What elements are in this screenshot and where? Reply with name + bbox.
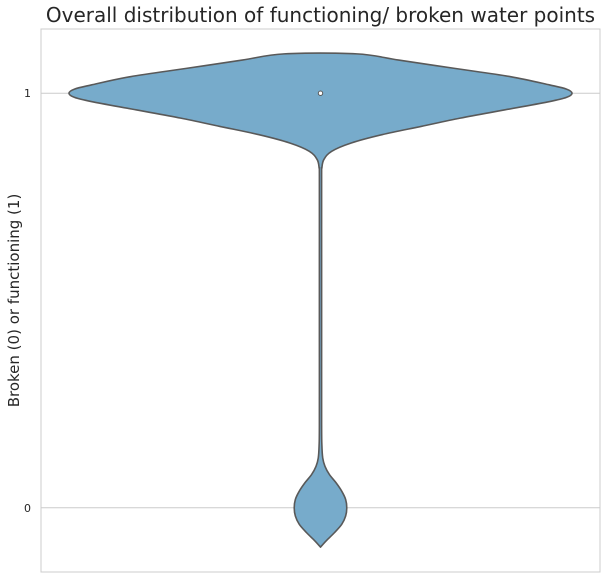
chart-title: Overall distribution of functioning/ bro…: [46, 3, 595, 27]
median-marker: [317, 90, 324, 96]
y-tick-label-0: 0: [24, 502, 31, 515]
y-tick-label-1: 1: [24, 87, 31, 100]
y-axis-label: Broken (0) or functioning (1): [5, 194, 23, 408]
y-axis-ticks: 01: [24, 87, 31, 515]
violin-body: [68, 52, 573, 548]
